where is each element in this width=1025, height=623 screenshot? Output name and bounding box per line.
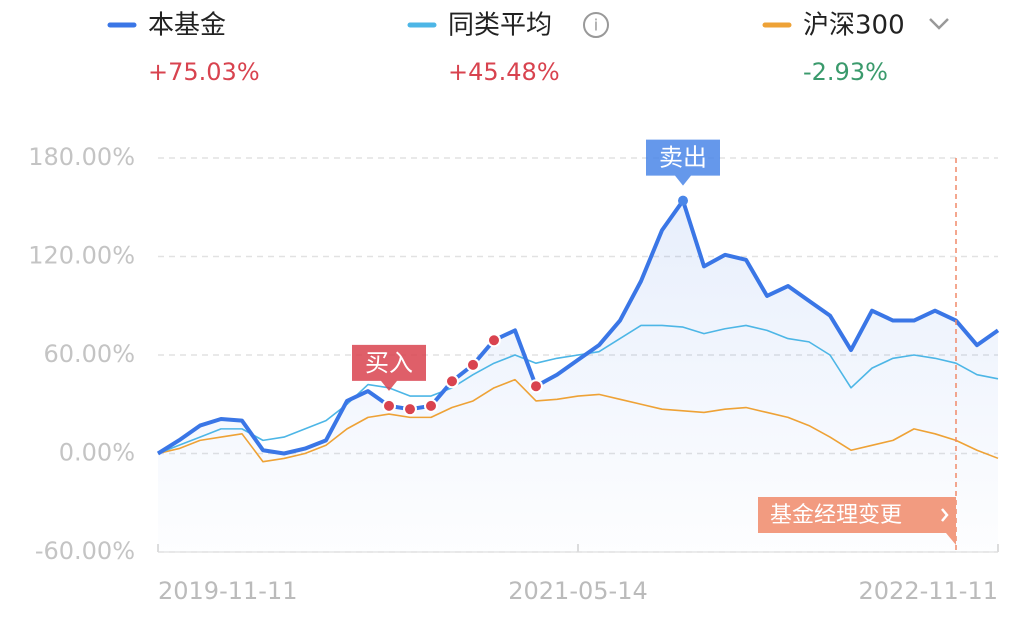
buy-point [466,357,480,372]
series-line [156,198,1000,456]
buy-point [424,398,438,413]
buy-point [445,374,459,389]
legend-label: 同类平均 [448,11,552,41]
annotation-box [352,344,426,391]
annotation-label: 买入 [365,349,413,377]
legend-return: +75.03% [148,58,260,86]
buy-point [403,402,417,417]
series-line [157,324,999,455]
annotation-box [646,139,720,186]
y-tick-label: 0.00% [59,439,135,467]
svg-text:i: i [594,16,598,35]
y-tick-label: 120.00% [28,242,135,270]
buy-point [382,398,396,413]
annotation-label: 卖出 [659,144,707,172]
x-tick-label: 2022-11-11 [859,577,998,605]
x-tick-label: 2021-05-14 [508,577,647,605]
series-line [157,378,999,463]
sell-point [678,195,688,206]
y-tick-label: -60.00% [35,537,135,565]
legend-return: -2.93% [803,58,888,86]
info-icon[interactable]: i [583,12,609,38]
chevron [941,508,949,522]
legend-return: +45.48% [448,58,560,86]
buy-point [487,333,501,348]
annotation-box [758,497,956,545]
legend-label: 沪深300 [803,11,905,41]
area [158,200,998,552]
annotation-label: 基金经理变更 [770,503,902,528]
buy-point [529,379,543,394]
y-tick-label: 60.00% [43,340,135,368]
dropdown-icon[interactable] [929,18,949,30]
x-tick-label: 2019-11-11 [158,577,297,605]
legend-label: 本基金 [148,11,226,41]
y-tick-label: 180.00% [28,143,135,171]
